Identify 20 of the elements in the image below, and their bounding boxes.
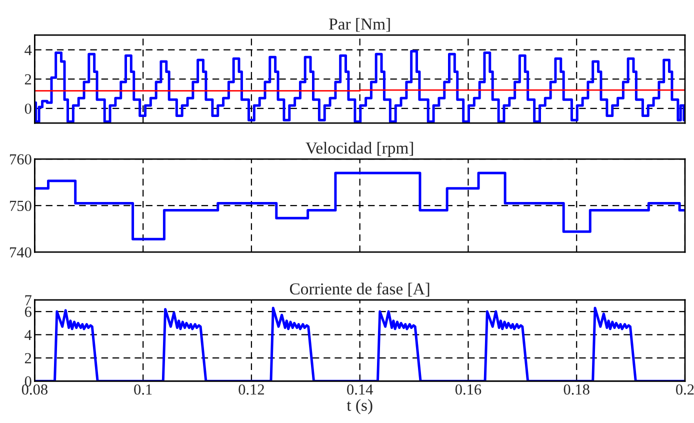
y-tick-label: 7	[25, 295, 32, 306]
x-tick-label: 0.1	[134, 384, 152, 395]
chart-title: Corriente de fase [A]	[290, 282, 430, 297]
y-tick-label: 4	[24, 330, 32, 340]
y-tick-label: 740	[10, 247, 32, 258]
y-tick-label: 6	[24, 306, 32, 317]
chart-title: Velocidad [rpm]	[306, 142, 413, 158]
x-tick-label: 0.14	[347, 384, 373, 395]
x-tick-label: 0.16	[455, 384, 482, 395]
y-tick-label: 760	[10, 154, 32, 164]
y-tick-label: 4	[24, 45, 32, 56]
x-tick-label: 0.2	[676, 384, 694, 395]
x-tick-label: 0.12	[238, 384, 264, 395]
chart-title: Par [Nm]	[329, 18, 390, 32]
x-tick-label: 0.18	[564, 384, 590, 395]
x-axis-title: t (s)	[346, 399, 372, 414]
y-tick-label: 2	[24, 353, 32, 364]
y-tick-label: 750	[10, 200, 32, 212]
y-tick-label: 2	[24, 74, 32, 84]
y-tick-label: 0	[24, 104, 32, 114]
